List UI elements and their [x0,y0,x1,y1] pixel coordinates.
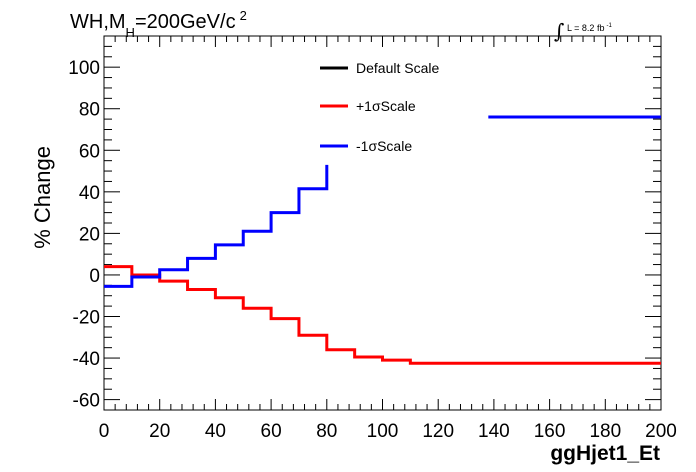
x-tick-label: 120 [422,421,454,442]
x-tick-label: 200 [645,421,677,442]
title-superscript: 2 [240,8,247,23]
legend: Default Scale +1σScale -1σScale [320,60,439,154]
x-tick-label: 20 [149,421,170,442]
x-tick-label: 40 [205,421,226,442]
x-tick-label: 80 [316,421,337,442]
y-tick-label: 80 [79,100,100,121]
y-tick-label: 0 [89,266,100,287]
x-axis-label: ggHjet1_Et [550,442,660,465]
legend-entry: Default Scale [356,60,439,76]
y-tick-label: 40 [79,183,100,204]
title-rest: =200GeV/c [135,11,236,33]
x-tick-label: 100 [367,421,399,442]
chart-title: WH,MH=200GeV/c 2 [70,8,247,40]
x-tick-label: 140 [478,421,510,442]
x-tick-label: 160 [534,421,566,442]
y-tick-label: 60 [79,141,100,162]
legend-entry: -1σScale [356,138,412,154]
x-tick-label: 0 [99,421,110,442]
x-tick-label: 60 [261,421,282,442]
title-subscript: H [126,25,135,40]
series-layer [104,115,661,365]
series-line [104,265,661,365]
luminosity-superscript: -1 [606,23,612,29]
y-tick-label: 100 [68,58,100,79]
luminosity-integral-icon: ∫ [554,19,564,43]
x-tick-label: 180 [589,421,621,442]
y-tick-label: -40 [73,349,100,370]
luminosity-label: L = 8.2 fb -1 [567,23,612,33]
axes: 0 20 40 60 80 100 120 140 160 180 200 -60 -40 -20 0 20 4… [68,35,677,442]
y-tick-label: -60 [73,391,100,412]
y-axis-label: % Change [30,146,55,249]
series-line [104,164,329,288]
y-tick-label: -20 [73,308,100,329]
legend-entry: +1σScale [356,98,416,114]
y-tick-label: 20 [79,224,100,245]
